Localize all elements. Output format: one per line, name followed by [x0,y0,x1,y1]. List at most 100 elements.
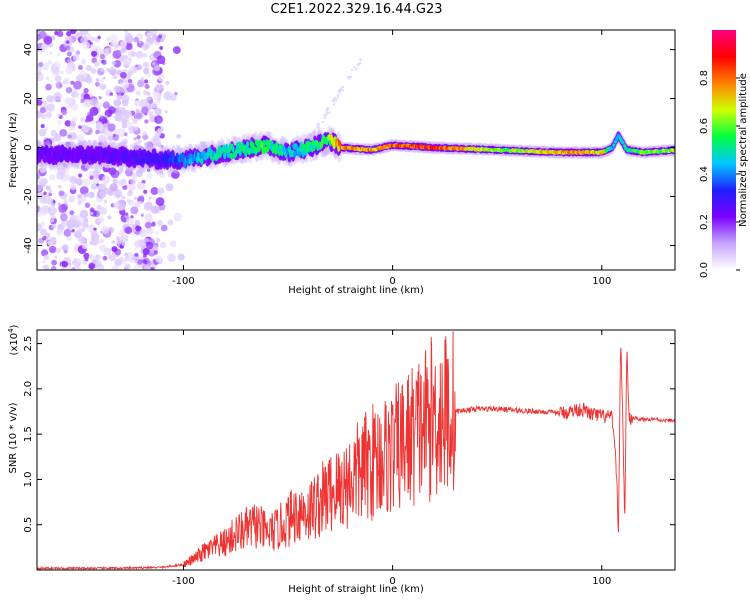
spectrogram-noise-blob [159,46,163,50]
spectrogram-ridge-cell [111,148,116,156]
spectrogram-noise-blob [135,108,140,113]
spectrogram-noise-blob [50,218,55,223]
spectrogram-streak [332,97,336,100]
spectrogram-noise-blob [38,61,44,68]
spectrogram-noise-blob [90,211,94,216]
spectrogram-noise-blob [39,167,47,174]
spectrogram-noise-blob [143,68,150,75]
spectrogram-noise-blob [172,46,181,54]
spectrogram-noise-blob [54,255,58,259]
spectrogram-ridge-cell [71,147,76,155]
spectrogram-noise-blob [70,184,77,191]
spectrogram-noise-blob [102,255,108,261]
spectrogram-noise-blob [102,175,111,184]
spectrogram-noise-blob [88,170,95,177]
spectrogram-noise-blob [88,44,97,52]
spectrogram-noise-blob [124,255,130,262]
spectrogram-noise-blob [128,57,132,61]
spectrogram-noise-blob [131,173,138,180]
spectrogram-noise-blob [51,223,57,229]
spectrogram-noise-blob [142,248,150,256]
spectrogram-noise-blob [159,170,164,175]
spectrogram-noise-blob [77,200,82,206]
spectrogram-noise-blob [136,79,145,88]
spectrogram-noise-blob [99,53,105,60]
y-tick-label: -20 [23,188,34,204]
spectrogram-noise-blob [127,190,133,197]
spectrogram-noise-blob [94,61,100,67]
spectrogram-noise-blob [146,227,154,235]
spectrogram-noise-blob [101,225,110,235]
snr-frame [36,329,676,571]
y-tick-label: 20 [23,92,34,105]
spectrogram-noise-blob [65,86,73,94]
spectrogram-streak [332,103,336,106]
spectrogram-noise-blob [138,40,142,44]
spectrogram-noise-blob [150,187,159,196]
spectrogram-x-axis-label: Height of straight line (km) [288,285,424,296]
spectrogram-noise-blob [61,260,69,268]
spectrogram-noise-blob [135,225,142,232]
spectrogram-noise-blob [124,263,131,270]
spectrogram-noise-blob [125,212,129,216]
spectrogram-noise-blob [152,91,161,100]
spectrogram-noise-blob [98,134,107,144]
spectrogram-noise-blob [63,163,68,168]
spectrogram-noise-blob [107,135,113,142]
spectrogram-noise-blob [160,224,168,232]
spectrogram-noise-blob [157,187,165,195]
spectrogram-noise-blob [115,49,122,56]
spectrogram-noise-blob [40,228,47,236]
spectrogram-noise-blob [135,112,143,120]
spectrogram-noise-blob [69,46,75,53]
spectrogram-noise-blob [84,202,91,208]
spectrogram-noise-blob [50,129,58,137]
spectrogram-noise-blob [46,112,53,118]
spectrogram-noise-blob [123,132,128,137]
spectrogram-noise-blob [141,259,146,264]
spectrogram-noise-blob [128,129,133,134]
spectrogram-ridge-cell [244,149,248,157]
spectrogram-noise-blob [69,120,76,127]
spectrogram-noise-blob [95,78,100,82]
spectrogram-noise-blob [70,80,75,85]
spectrogram-noise-blob [95,129,100,135]
spectrogram-noise-blob [111,60,116,65]
spectrogram-noise-blob [37,99,43,106]
spectrogram-noise-blob [37,184,43,192]
spectrogram-noise-blob [88,253,95,261]
spectrogram-ridge-cell [257,145,261,153]
y-tick-label: 2.0 [23,381,34,397]
spectrogram-ridge-cell [200,157,204,165]
spectrogram-streak [357,63,360,66]
spectrogram-noise-blob [139,99,149,109]
spectrogram-noise-blob [135,50,144,59]
spectrogram-noise-blob [134,220,141,226]
spectrogram-noise-blob [65,45,71,51]
spectrogram-streak [340,86,343,90]
spectrogram-noise-blob [59,70,64,75]
spectrogram-noise-blob [63,77,71,85]
spectrogram-noise-blob [140,213,144,217]
spectrogram-noise-blob [57,52,61,57]
spectrogram-noise-blob [66,40,70,44]
spectrogram-noise-blob [141,43,149,51]
spectrogram-noise-blob [125,35,134,44]
spectrogram-noise-blob [110,169,120,179]
spectrogram-noise-blob [142,53,148,58]
spectrogram-noise-blob [56,171,65,180]
colorbar-tick-label: 0.0 [699,262,710,278]
spectrogram-noise-blob [69,210,75,216]
spectrogram-noise-blob [171,170,180,179]
spectrogram-noise-blob [120,81,124,86]
spectrogram-noise-blob [91,57,98,64]
spectrogram-noise-blob [144,79,149,84]
spectrogram-noise-blob [144,264,151,270]
spectrogram-noise-blob [90,36,96,42]
spectrogram-noise-blob [107,106,116,115]
spectrogram-noise-blob [133,36,139,43]
spectrogram-noise-blob [160,144,164,149]
snr-scale-close: ) [9,324,20,328]
spectrogram-noise-blob [132,119,138,125]
spectrogram-noise-blob [100,67,105,72]
